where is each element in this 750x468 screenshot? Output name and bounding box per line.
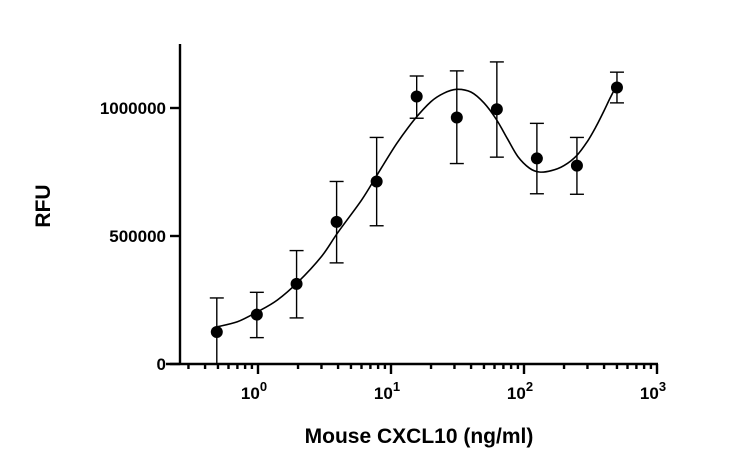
x-tick-base: 10 [241,384,260,403]
data-point [410,90,423,103]
data-point [490,103,503,116]
x-tick-exponent: 2 [526,379,533,394]
data-point [610,81,623,94]
x-tick-exponent: 1 [393,379,400,394]
data-point [570,159,583,172]
error-bars [209,61,624,364]
x-ticks: 100 101 102 103 [187,364,666,403]
data-point [450,111,463,124]
x-tick-label: 100 [241,379,267,403]
y-ticks: 0 500000 1000000 [100,99,180,374]
data-point [530,152,543,165]
x-tick-label: 102 [507,379,533,403]
y-tick-label: 0 [157,355,166,374]
y-axis-title: RFU [32,184,55,227]
y-tick-label: 500000 [109,227,166,246]
data-point [250,308,263,321]
y-tick-label: 1000000 [100,99,166,118]
data-point [370,175,383,188]
x-tick-label: 103 [640,379,666,403]
x-tick-exponent: 3 [659,379,666,394]
data-point [330,215,343,228]
x-tick-base: 10 [374,384,393,403]
data-point [210,326,223,338]
x-tick-base: 10 [507,384,526,403]
data-point [290,277,303,290]
x-tick-exponent: 0 [260,379,267,394]
x-axis-title: Mouse CXCL10 (ng/ml) [305,425,534,448]
x-tick-label: 101 [374,379,400,403]
fit-curve [216,84,618,328]
x-tick-base: 10 [640,384,659,403]
data-points [210,81,623,338]
